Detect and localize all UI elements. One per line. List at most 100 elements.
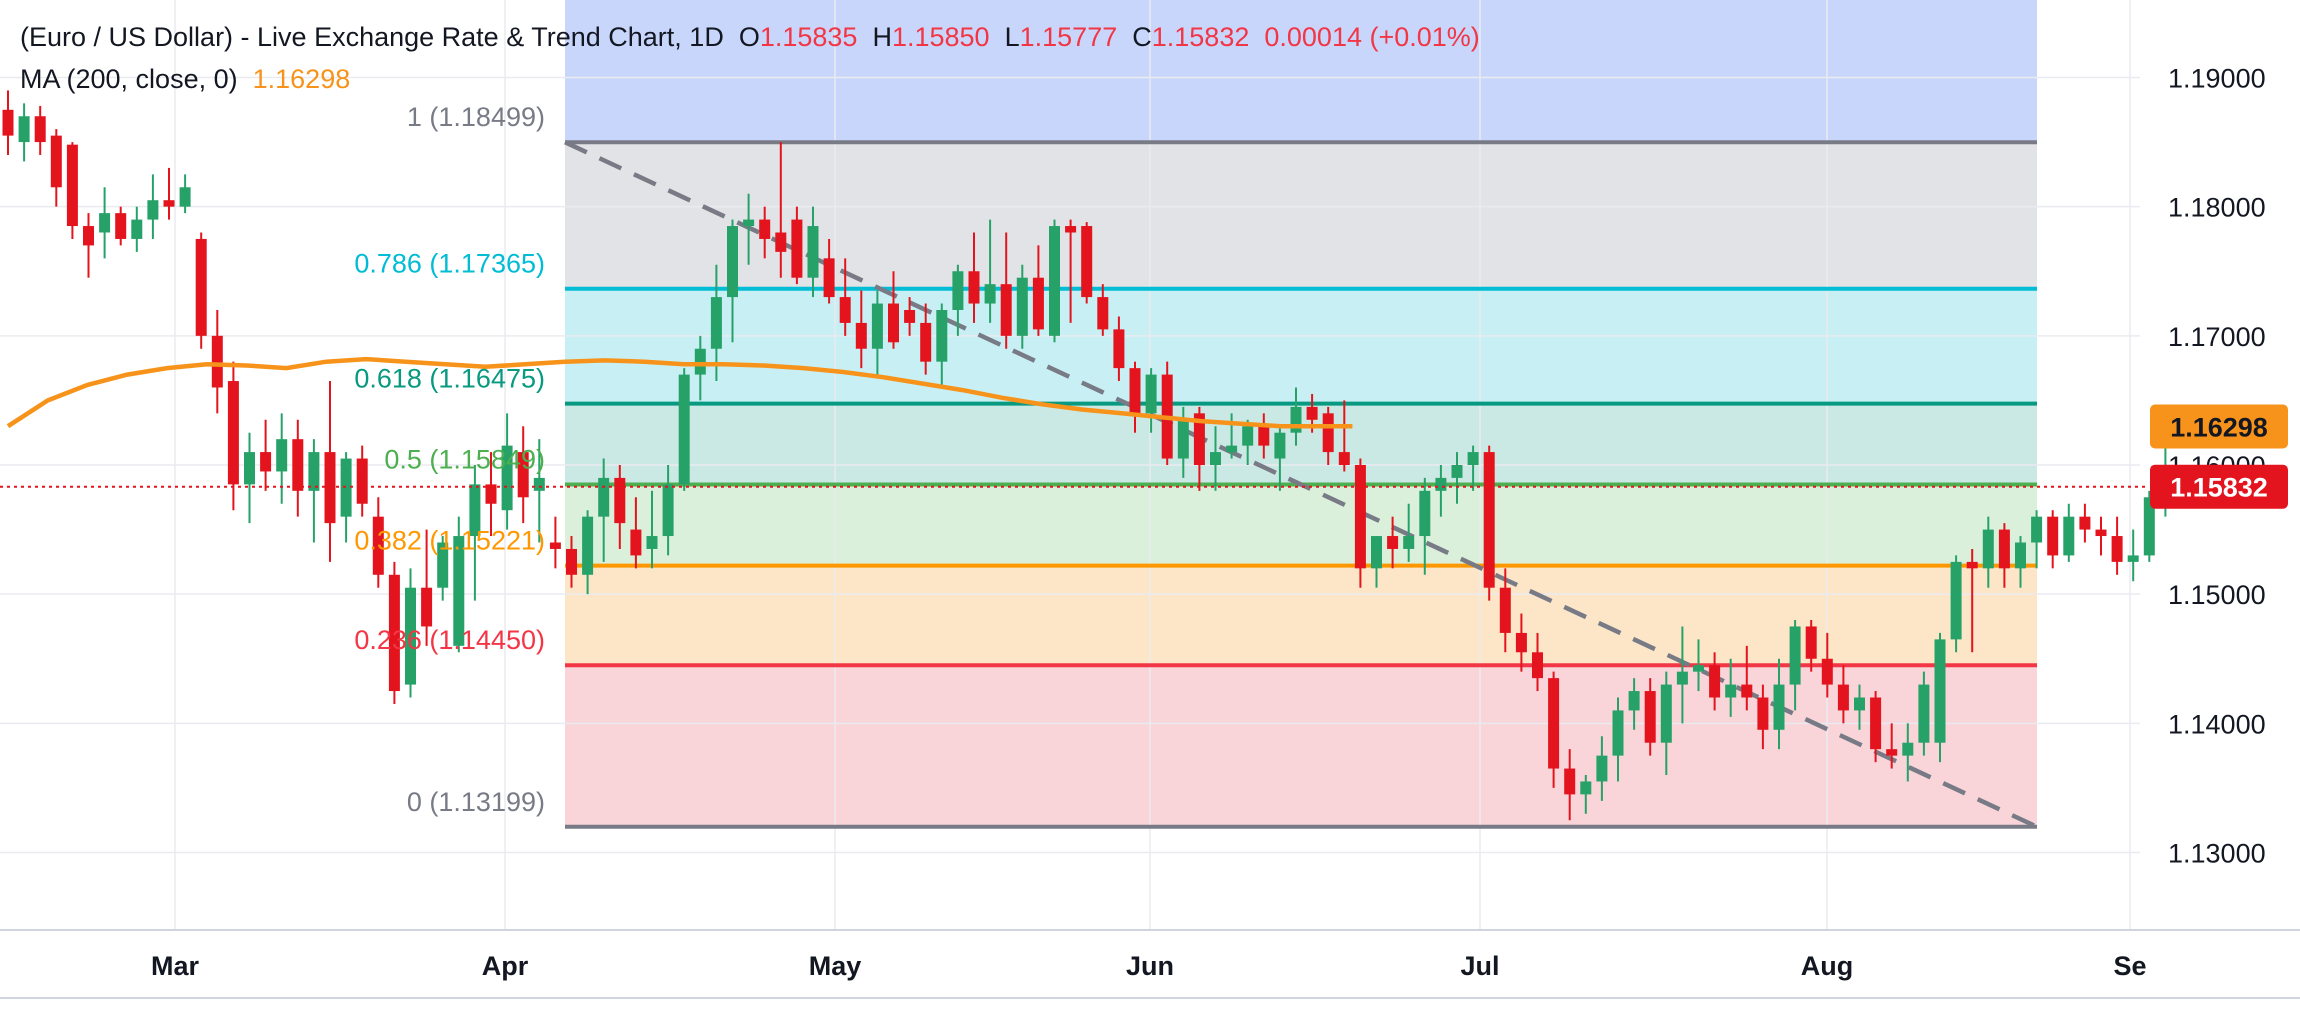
candle-body	[1532, 652, 1543, 679]
fib-band	[565, 142, 2037, 289]
low-label: L	[1004, 22, 1020, 52]
candle-body	[1016, 277, 1028, 336]
candle-body	[1998, 529, 2010, 569]
ma-value: 1.16298	[252, 64, 351, 94]
candle-body	[1467, 452, 1479, 465]
candle-body	[1821, 658, 1833, 685]
candle-body	[485, 484, 497, 504]
candle-body	[1435, 477, 1447, 491]
candle-body	[1757, 697, 1769, 730]
candle-body	[582, 516, 594, 575]
candle-body	[1242, 426, 1254, 446]
candle-body	[1113, 329, 1125, 369]
candle-body	[1725, 684, 1737, 698]
open-value: 1.15835	[759, 22, 858, 52]
fib-label: 0.786 (1.17365)	[354, 249, 545, 279]
candle-body	[1805, 626, 1817, 659]
candle-body	[1049, 226, 1060, 336]
candle-body	[2, 109, 14, 136]
candle-body	[1902, 742, 1914, 756]
candle-body	[936, 310, 948, 362]
candle-body	[1193, 413, 1205, 465]
candle-body	[904, 310, 916, 323]
candle-body	[1612, 710, 1624, 756]
fib-band	[565, 665, 2037, 827]
candle-body	[791, 219, 803, 278]
candle-body	[308, 452, 320, 491]
candle-body	[2015, 542, 2026, 569]
candle-body	[1097, 297, 1109, 330]
month-tick-label: Se	[2113, 951, 2146, 981]
candle-body	[2079, 516, 2091, 530]
candle-body	[1628, 691, 1640, 711]
candle-body	[1499, 587, 1511, 633]
candle-body	[1226, 445, 1238, 453]
candle-body	[421, 587, 433, 627]
time-axis[interactable]: Mar Apr May Jun Jul Aug Se	[151, 951, 2147, 981]
candle-body	[1177, 419, 1189, 459]
candle-body	[1741, 684, 1753, 698]
candle-body	[2031, 516, 2043, 543]
fib-label: 0 (1.13199)	[407, 787, 545, 817]
candle-body	[678, 374, 690, 485]
candle-body	[566, 548, 577, 575]
candle-body	[839, 297, 851, 323]
month-tick-label: Jul	[1460, 951, 1499, 981]
month-tick-label: Apr	[482, 951, 529, 981]
fib-label: 0.5 (1.15849)	[384, 445, 545, 475]
open-label: O	[738, 22, 760, 52]
candle-body	[888, 303, 899, 343]
candle-body	[292, 439, 304, 491]
candle-body	[1886, 749, 1898, 756]
candle-body	[260, 452, 272, 472]
interval-label[interactable]: 1D	[689, 22, 724, 52]
close-value: 1.15832	[1151, 22, 1250, 52]
fibonacci-labels: 1 (1.18499) 0.786 (1.17365) 0.618 (1.16475…	[354, 102, 545, 817]
price-axis[interactable]: 1.190001.180001.170001.160001.150001.140…	[2168, 64, 2266, 869]
fib-band	[565, 484, 2037, 566]
candle-body	[710, 297, 722, 349]
candle-body	[276, 439, 288, 472]
candle-body	[598, 477, 610, 517]
candle-body	[1338, 452, 1350, 465]
last-price-badge-label: 1.15832	[2170, 473, 2268, 503]
candle-body	[1564, 768, 1576, 795]
candle-body	[1290, 406, 1302, 433]
candle-body	[372, 516, 384, 575]
candle-body	[614, 477, 626, 524]
candle-body	[34, 116, 46, 143]
price-tick-label: 1.18000	[2168, 193, 2266, 223]
symbol-title[interactable]: (Euro / US Dollar) - Live Exchange Rate …	[20, 22, 675, 52]
candle-body	[1387, 536, 1399, 549]
ma-legend[interactable]: MA (200, close, 0) 1.16298	[20, 64, 350, 95]
candle-body	[356, 458, 368, 504]
ma-price-badge	[2150, 404, 2288, 449]
candle-body	[2127, 555, 2139, 562]
price-badges: 1.16298 1.15832	[2150, 404, 2288, 509]
candle-body	[1354, 465, 1366, 569]
candle-body	[549, 542, 561, 549]
candle-body	[1934, 639, 1946, 743]
fib-label: 0.382 (1.15221)	[354, 526, 545, 556]
candle-body	[2111, 536, 2123, 562]
candle-body	[1515, 632, 1527, 653]
candle-body	[1145, 374, 1157, 414]
symbol-header: (Euro / US Dollar) - Live Exchange Rate …	[20, 22, 1480, 52]
candle-body	[147, 200, 159, 220]
candle-body	[807, 226, 819, 278]
candle-body	[244, 452, 255, 485]
candle-body	[1403, 536, 1415, 549]
candle-body	[662, 484, 674, 537]
candle-body	[195, 238, 207, 336]
grid	[0, 0, 2300, 999]
candle-body	[1918, 684, 1930, 743]
change-value: 0.00014 (+0.01%)	[1264, 22, 1480, 52]
candle-body	[453, 536, 465, 646]
candle-body	[1837, 684, 1849, 711]
candle-body	[775, 232, 787, 252]
candle-body	[1032, 277, 1044, 330]
candle-body	[1660, 684, 1672, 743]
fib-label: 1 (1.18499)	[407, 102, 545, 132]
high-label: H	[872, 22, 892, 52]
